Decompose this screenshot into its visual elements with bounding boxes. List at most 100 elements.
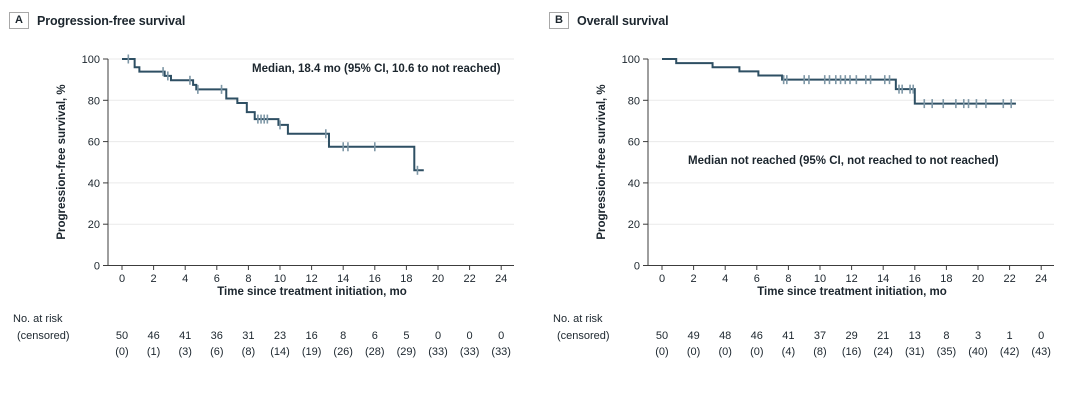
censored-count: (33) (491, 346, 511, 358)
at-risk-count: 50 (655, 330, 669, 342)
censored-count: (40) (968, 346, 988, 358)
panel-overall-survival: B Overall survival 0 20 40 60 80 100 0 2 4 6 8 10 12… (540, 0, 1080, 400)
at-risk-count: 49 (687, 330, 700, 342)
x-tick-label: 14 (337, 273, 349, 285)
x-tick-label: 20 (432, 273, 444, 285)
at-risk-count: 13 (908, 330, 921, 342)
x-tick-label: 16 (369, 273, 381, 285)
at-risk-count: 41 (782, 330, 795, 342)
at-risk-count: 41 (179, 330, 192, 342)
y-axis-label: Progression-free survival, % (596, 84, 608, 240)
x-tick-label: 12 (305, 273, 317, 285)
x-tick-label: 10 (814, 273, 826, 285)
x-tick-label: 22 (1003, 273, 1015, 285)
censored-count: (24) (873, 346, 893, 358)
at-risk-count: 29 (845, 330, 858, 342)
at-risk-count: 16 (305, 330, 318, 342)
y-tick-label: 60 (628, 137, 640, 149)
at-risk-count: 37 (813, 330, 827, 342)
censored-label: (censored) (17, 330, 70, 342)
at-risk-numbers-row: 50 46 41 36 31 23 16 8 6 5 0 0 0 (0, 330, 540, 344)
x-tick-label: 2 (691, 273, 697, 285)
y-tick-label: 80 (628, 95, 640, 107)
y-tick-label: 40 (88, 178, 100, 190)
censored-count: (8) (241, 346, 256, 358)
at-risk-count: 50 (115, 330, 129, 342)
censored-count: (33) (428, 346, 448, 358)
km-curve (662, 58, 1016, 105)
x-tick-label: 0 (119, 273, 125, 285)
at-risk-count: 5 (403, 330, 410, 342)
x-tick-label: 6 (214, 273, 220, 285)
censored-count: (42) (999, 346, 1020, 358)
censored-count: (1) (146, 346, 161, 358)
censored-count: (35) (936, 346, 957, 358)
x-tick-label: 0 (659, 273, 665, 285)
censored-count: (6) (210, 346, 224, 358)
median-annotation: Median, 18.4 mo (95% CI, 10.6 to not rea… (252, 63, 501, 75)
x-tick-label: 2 (151, 273, 157, 285)
censored-count: (29) (396, 346, 417, 358)
x-tick-label: 24 (495, 273, 507, 285)
panel-header: B Overall survival (549, 12, 669, 29)
panel-label-badge: A (9, 12, 29, 29)
x-tick-label: 6 (754, 273, 760, 285)
x-axis-label: Time since treatment initiation, mo (757, 286, 947, 298)
at-risk-count: 8 (340, 330, 347, 342)
censored-count: (0) (686, 346, 701, 358)
x-tick-label: 20 (972, 273, 984, 285)
x-tick-label: 4 (182, 273, 188, 285)
censored-count: (8) (813, 346, 827, 358)
censored-count: (0) (115, 346, 129, 358)
censored-count: (33) (459, 346, 480, 358)
median-annotation: Median not reached (95% CI, not reached … (688, 155, 999, 167)
at-risk-count: 0 (1038, 330, 1045, 342)
censored-count: (0) (718, 346, 732, 358)
y-tick-label: 100 (622, 54, 640, 66)
censored-count: (31) (905, 346, 925, 358)
at-risk-count: 3 (974, 330, 982, 342)
x-tick-label: 12 (845, 273, 857, 285)
censored-count: (28) (365, 346, 385, 358)
x-tick-label: 18 (400, 273, 412, 285)
censored-count: (14) (270, 346, 290, 358)
panel-title: Progression-free survival (36, 13, 186, 28)
x-tick-label: 4 (722, 273, 728, 285)
x-tick-label: 8 (245, 273, 251, 285)
x-axis-label: Time since treatment initiation, mo (217, 286, 407, 298)
x-tick-label: 14 (877, 273, 889, 285)
at-risk-count: 6 (371, 330, 378, 342)
x-tick-label: 24 (1035, 273, 1047, 285)
at-risk-count: 46 (147, 330, 160, 342)
censored-numbers-row: (0) (0) (0) (0) (4) (8) (16) (24) (31) (35) (40) (4… (540, 346, 1080, 360)
at-risk-count: 8 (943, 330, 950, 342)
at-risk-numbers-row: 50 49 48 46 41 37 29 21 13 8 3 1 0 (540, 330, 1080, 344)
at-risk-label: No. at risk (553, 313, 603, 325)
censored-count: (4) (781, 346, 796, 358)
at-risk-count: 48 (719, 330, 732, 342)
y-tick-label: 0 (94, 261, 100, 273)
y-tick-label: 20 (88, 219, 100, 231)
at-risk-count: 0 (466, 330, 473, 342)
x-tick-label: 18 (940, 273, 952, 285)
panel-title: Overall survival (576, 13, 669, 28)
censored-count: (16) (841, 346, 862, 358)
censored-count: (26) (333, 346, 353, 358)
censored-numbers-row: (0) (1) (3) (6) (8) (14) (19) (26) (28) (29) (33) (… (0, 346, 540, 360)
at-risk-count: 36 (210, 330, 223, 342)
panel-label-badge: B (549, 12, 569, 29)
at-risk-count: 1 (1006, 330, 1013, 342)
at-risk-count: 31 (242, 330, 255, 342)
censored-count: (3) (178, 346, 192, 358)
at-risk-label: No. at risk (13, 313, 63, 325)
at-risk-count: 21 (877, 330, 890, 342)
x-tick-label: 10 (274, 273, 286, 285)
censored-count: (43) (1031, 346, 1051, 358)
y-tick-label: 0 (634, 261, 640, 273)
x-tick-label: 16 (909, 273, 921, 285)
y-tick-label: 40 (628, 178, 640, 190)
at-risk-count: 23 (273, 330, 287, 342)
